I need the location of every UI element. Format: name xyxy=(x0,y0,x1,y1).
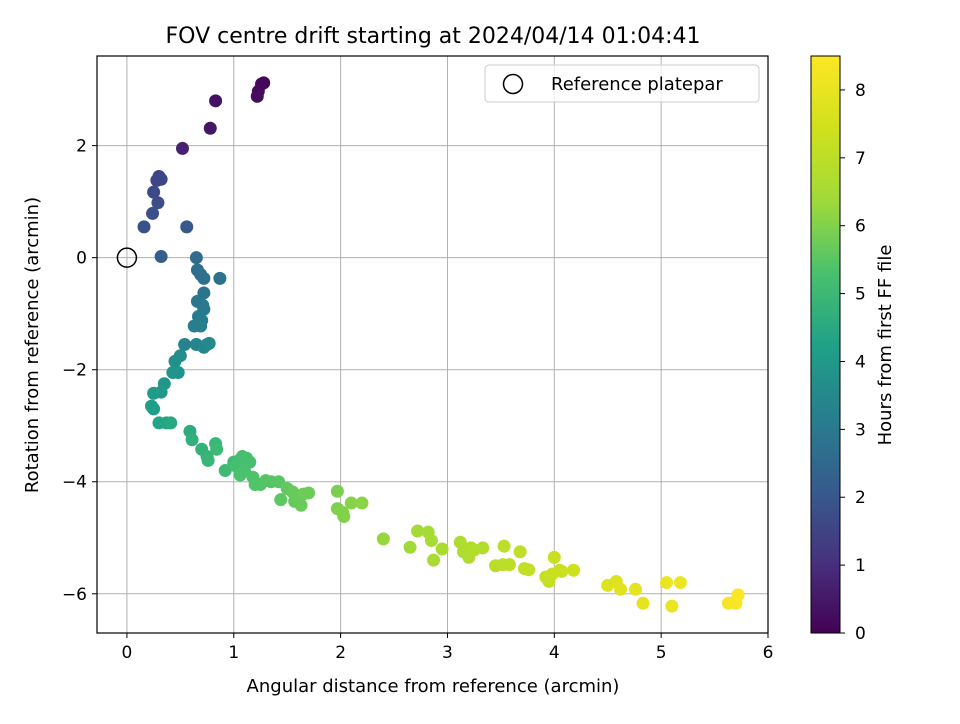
x-tick-label: 0 xyxy=(122,643,133,663)
data-point xyxy=(614,582,628,596)
data-point xyxy=(659,576,673,590)
colorbar-tick-label: 6 xyxy=(855,217,866,237)
data-point xyxy=(355,496,369,510)
colorbar-tick-label: 4 xyxy=(855,352,866,372)
data-point xyxy=(185,433,199,447)
data-point xyxy=(435,542,449,556)
colorbar-tick-label: 8 xyxy=(855,81,866,101)
y-tick-label: −2 xyxy=(62,361,87,381)
x-axis-ticks: 0 1 2 3 4 5 6 xyxy=(122,633,774,663)
data-point xyxy=(294,498,308,512)
data-point xyxy=(201,453,215,467)
x-tick-label: 2 xyxy=(335,643,346,663)
data-point xyxy=(547,550,561,564)
x-axis-label: Angular distance from reference (arcmin) xyxy=(247,676,620,697)
colorbar-tick-label: 1 xyxy=(855,556,866,576)
data-point xyxy=(567,563,581,577)
reference-marker-group xyxy=(116,247,138,268)
data-point xyxy=(147,402,161,416)
x-tick-label: 4 xyxy=(549,643,560,663)
data-point xyxy=(522,563,536,577)
data-points xyxy=(137,76,745,613)
data-point xyxy=(150,173,164,187)
data-point xyxy=(731,588,745,602)
data-point xyxy=(137,220,151,234)
data-point xyxy=(274,493,288,507)
data-point xyxy=(233,468,247,482)
data-point xyxy=(555,564,569,578)
data-point xyxy=(202,336,216,350)
legend-marker-reference xyxy=(502,73,524,95)
data-point xyxy=(376,532,390,546)
colorbar-tick-label: 7 xyxy=(855,149,866,169)
colorbar-tick-label: 0 xyxy=(855,624,866,644)
grid-lines xyxy=(97,56,769,633)
colorbar: 0 1 2 3 4 5 6 7 8 Hours from first FF file xyxy=(810,55,896,644)
data-point xyxy=(424,534,438,548)
data-point xyxy=(210,442,224,456)
data-point xyxy=(403,540,417,554)
data-point xyxy=(166,366,180,380)
colorbar-gradient xyxy=(810,55,841,634)
data-point xyxy=(330,484,344,498)
data-point xyxy=(218,464,232,478)
colorbar-tick-label: 2 xyxy=(855,488,866,508)
data-point xyxy=(178,338,192,351)
data-point xyxy=(250,89,264,103)
data-point xyxy=(411,524,425,538)
y-tick-label: 0 xyxy=(76,249,87,269)
data-point xyxy=(213,271,227,285)
data-point xyxy=(154,250,168,264)
y-tick-label: −4 xyxy=(62,473,87,493)
data-point xyxy=(665,599,679,613)
data-point xyxy=(337,509,351,523)
plot-frame xyxy=(96,55,769,634)
data-point xyxy=(189,251,203,265)
colorbar-ticks: 0 1 2 3 4 5 6 7 8 xyxy=(840,81,866,644)
x-tick-label: 3 xyxy=(442,643,453,663)
data-point xyxy=(168,354,182,368)
x-tick-label: 5 xyxy=(656,643,667,663)
data-point xyxy=(209,94,223,108)
data-point xyxy=(344,496,358,510)
data-point xyxy=(302,486,316,500)
chart-title: FOV centre drift starting at 2024/04/14 … xyxy=(166,24,701,49)
data-point xyxy=(194,319,208,333)
y-axis-ticks: −6 −4 −2 0 2 xyxy=(62,137,97,605)
legend: Reference platepar xyxy=(484,64,760,103)
x-tick-label: 1 xyxy=(228,643,239,663)
data-point xyxy=(164,416,178,430)
data-point xyxy=(502,558,516,572)
data-point xyxy=(197,271,211,285)
colorbar-tick-label: 3 xyxy=(855,420,866,440)
data-point xyxy=(147,386,161,400)
data-point xyxy=(673,576,687,590)
x-tick-label: 6 xyxy=(763,643,774,663)
data-point xyxy=(427,553,441,567)
data-point xyxy=(175,141,189,155)
data-point xyxy=(497,539,511,553)
reference-marker xyxy=(116,247,138,268)
data-point xyxy=(147,185,161,199)
data-point xyxy=(151,196,165,210)
y-axis-label: Rotation from reference (arcmin) xyxy=(22,197,43,493)
data-point xyxy=(146,206,160,220)
colorbar-tick-label: 5 xyxy=(855,285,866,305)
data-point xyxy=(513,545,527,559)
data-point xyxy=(629,582,643,596)
data-point xyxy=(203,121,217,135)
legend-box xyxy=(484,64,760,103)
data-point xyxy=(636,596,650,610)
data-point xyxy=(180,220,194,234)
y-tick-label: −6 xyxy=(62,585,87,605)
data-point xyxy=(476,541,490,555)
colorbar-label: Hours from first FF file xyxy=(875,245,896,446)
legend-label-reference: Reference platepar xyxy=(551,74,723,95)
y-tick-label: 2 xyxy=(76,137,87,157)
